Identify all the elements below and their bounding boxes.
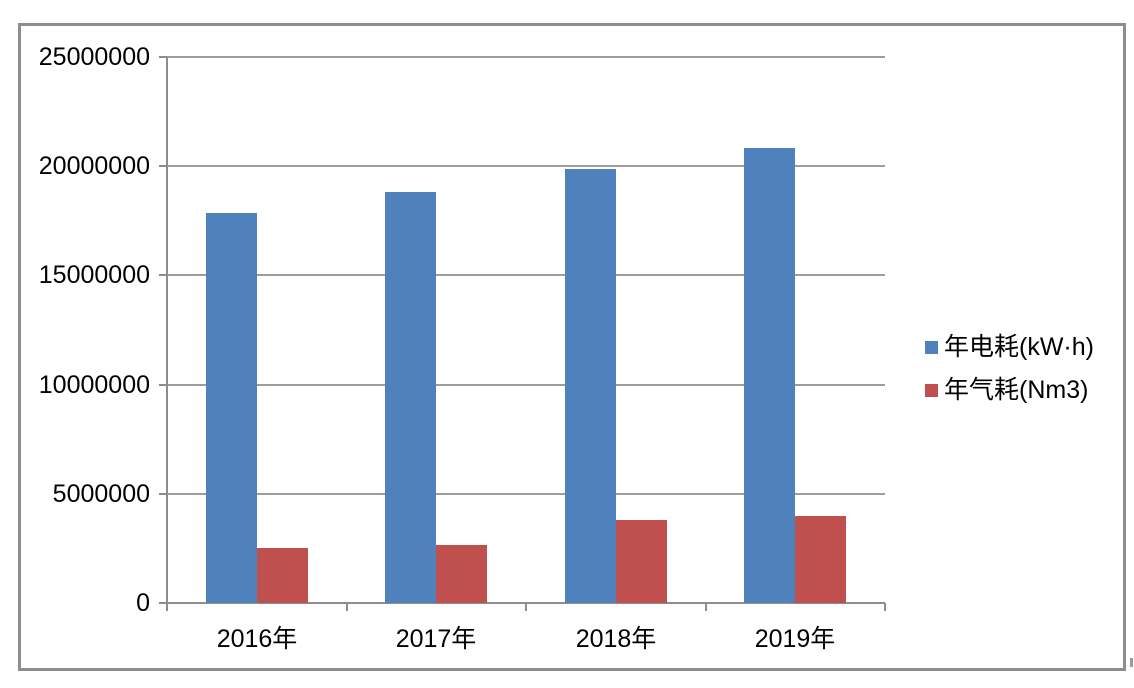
x-axis-tick (346, 603, 348, 611)
bar-年电耗(kW·h)-2016年 (206, 213, 257, 603)
y-axis-tick (159, 602, 167, 604)
y-axis-tick (159, 384, 167, 386)
y-tick-label: 15000000 (38, 261, 150, 289)
x-category-label: 2017年 (395, 625, 477, 653)
x-axis-tick (884, 603, 886, 611)
y-axis-tick (159, 56, 167, 58)
y-axis-tick (159, 165, 167, 167)
bar-年气耗(Nm3)-2017年 (436, 545, 487, 603)
bar-年电耗(kW·h)-2017年 (385, 192, 436, 603)
legend-entry: 年电耗(kW·h) (925, 334, 1094, 360)
legend-swatch-icon (925, 340, 938, 354)
bar-年气耗(Nm3)-2018年 (616, 520, 667, 603)
bar-年气耗(Nm3)-2016年 (257, 548, 308, 603)
x-axis-tick (705, 603, 707, 611)
gridline (167, 493, 885, 495)
legend-entry: 年气耗(Nm3) (925, 377, 1088, 403)
y-axis-line (166, 57, 168, 603)
y-tick-label: 25000000 (38, 43, 150, 71)
legend-label: 年电耗(kW·h) (944, 333, 1094, 361)
y-tick-label: 10000000 (38, 371, 150, 399)
cursor-artifact (1130, 658, 1133, 667)
legend-label: 年气耗(Nm3) (944, 376, 1089, 404)
bar-年电耗(kW·h)-2018年 (565, 169, 616, 603)
y-tick-label: 20000000 (38, 152, 150, 180)
gridline (167, 165, 885, 167)
bar-年气耗(Nm3)-2019年 (795, 516, 846, 603)
y-tick-label: 0 (136, 589, 150, 617)
x-category-label: 2016年 (216, 625, 298, 653)
x-category-label: 2019年 (754, 625, 836, 653)
y-axis-tick (159, 493, 167, 495)
y-axis-tick (159, 274, 167, 276)
gridline (167, 384, 885, 386)
gridline (167, 56, 885, 58)
y-tick-label: 5000000 (52, 480, 150, 508)
legend-swatch-icon (925, 383, 938, 397)
x-axis-tick (525, 603, 527, 611)
bar-年电耗(kW·h)-2019年 (744, 148, 795, 603)
x-category-label: 2018年 (575, 625, 657, 653)
gridline (167, 274, 885, 276)
x-axis-tick (166, 603, 168, 611)
